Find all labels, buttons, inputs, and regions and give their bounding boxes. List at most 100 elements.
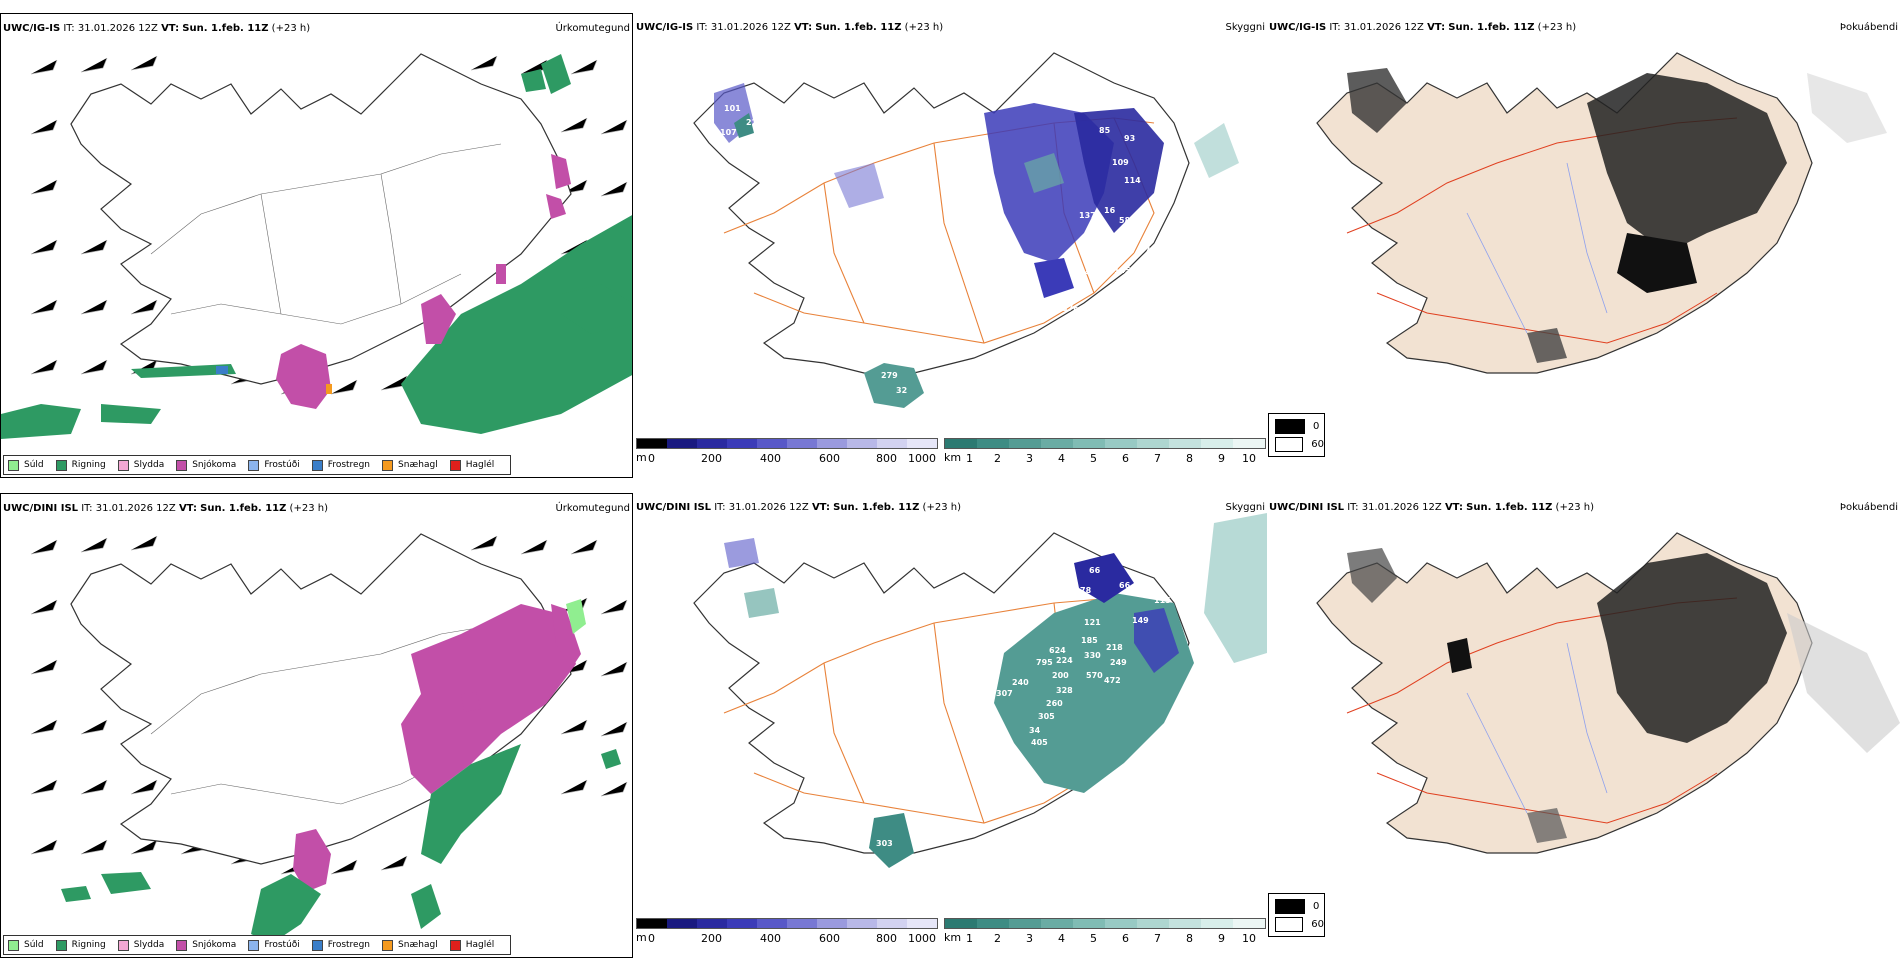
model-name: UWC/DINI ISL [3, 503, 79, 514]
svg-text:22: 22 [746, 118, 757, 127]
lead-time: (+23 h) [922, 502, 961, 513]
visibility-colorbar-bottom: km 1 2 3 4 5 6 7 8 9 10 [944, 918, 1266, 950]
legend-item: Snjókoma [176, 939, 236, 951]
fog-index-areas [1347, 548, 1900, 843]
svg-text:279: 279 [881, 371, 898, 380]
precip-type-panel-bottom: UWC/DINI ISL IT: 31.01.2026 12Z VT: Sun.… [0, 493, 633, 958]
legend-item: Rigning [55, 459, 106, 471]
legend-item: Súld [8, 939, 44, 951]
visibility-colorbar-swatches [944, 438, 1266, 449]
legend-item: 60 [1269, 915, 1324, 933]
ceiling-colorbar-swatches [636, 438, 938, 449]
precip-legend: Súld Rigning Slydda Snjókoma Frostúði Fr… [3, 935, 512, 955]
svg-text:66: 66 [1089, 566, 1101, 575]
svg-text:109: 109 [1112, 158, 1129, 167]
legend-item: 0 [1269, 897, 1324, 915]
svg-text:72: 72 [1066, 578, 1077, 587]
svg-text:115: 115 [1154, 596, 1171, 605]
svg-text:58: 58 [1119, 216, 1131, 225]
lead-time: (+23 h) [1537, 22, 1577, 33]
valid-time-label: VT: [1427, 22, 1446, 33]
fog-panel-bottom: UWC/DINI ISL IT: 31.01.2026 12Z VT: Sun.… [1267, 493, 1900, 958]
rain-areas [1, 54, 632, 439]
panel-title: Þokuábendi [1839, 22, 1898, 33]
panel-header: UWC/IG-IS IT: 31.01.2026 12Z VT: Sun. 1.… [3, 23, 310, 34]
svg-text:32: 32 [896, 386, 907, 395]
ceiling-unit: m [636, 931, 647, 944]
svg-text:224: 224 [1056, 656, 1073, 665]
precip-map-bottom [30, 533, 628, 944]
visibility-unit: km [944, 451, 962, 464]
panel-title: Þokuábendi [1839, 502, 1898, 513]
valid-time-label: VT: [811, 502, 830, 513]
lead-time: (+23 h) [289, 503, 328, 514]
low-ceiling-areas [724, 538, 1179, 673]
svg-text:66: 66 [1119, 581, 1131, 590]
legend-item: 60 [1269, 435, 1324, 453]
ceiling-labels: 101 107 22 85 93 109 114 96 137 16 58 80… [720, 104, 1150, 395]
lead-time: (+23 h) [271, 23, 311, 34]
ceiling-ticks: 0 200 400 600 800 1000 [648, 932, 936, 945]
rivers [1466, 642, 1608, 814]
legend-item: Frostregn [311, 459, 370, 471]
svg-text:107: 107 [720, 128, 737, 137]
svg-text:78: 78 [1080, 586, 1092, 595]
panel-title: Úrkomutegund [555, 23, 630, 34]
lead-time: (+23 h) [904, 22, 944, 33]
valid-time: Sun. 1.feb. 11Z [815, 22, 902, 33]
legend-item: Frostregn [311, 939, 370, 951]
panel-header: UWC/IG-IS IT: 31.01.2026 12Z VT: Sun. 1.… [636, 22, 943, 33]
roads [150, 143, 502, 325]
init-time: IT: 31.01.2026 12Z [63, 23, 158, 34]
ceiling-colorbar-bottom: m 0 200 400 600 800 1000 [636, 918, 938, 950]
panel-title: Skyggni [1225, 502, 1265, 513]
legend-item: Snæhagl [382, 939, 438, 951]
svg-text:570: 570 [1086, 671, 1103, 680]
svg-text:328: 328 [1056, 686, 1073, 695]
svg-text:260: 260 [1046, 699, 1063, 708]
panel-header: UWC/DINI ISL IT: 31.01.2026 12Z VT: Sun.… [1269, 502, 1594, 513]
ceiling-ticks: 0 200 400 600 800 1000 [648, 452, 936, 465]
fog-legend-top: 0 60 [1268, 413, 1325, 457]
panel-header: UWC/IG-IS IT: 31.01.2026 12Z VT: Sun. 1.… [1269, 22, 1576, 33]
svg-text:137: 137 [1079, 211, 1096, 220]
freezing-rain-spot [216, 366, 228, 374]
svg-text:307: 307 [996, 689, 1013, 698]
legend-item: Súld [8, 459, 44, 471]
panel-header: UWC/DINI ISL IT: 31.01.2026 12Z VT: Sun.… [3, 503, 328, 514]
model-name: UWC/DINI ISL [1269, 502, 1345, 513]
init-time: IT: 31.01.2026 12Z [696, 22, 791, 33]
fog-index-areas [1347, 68, 1887, 363]
visibility-ticks: 1 2 3 4 5 6 7 8 9 10 [966, 452, 1256, 465]
svg-text:101: 101 [724, 104, 741, 113]
model-name: UWC/IG-IS [636, 22, 694, 33]
svg-text:218: 218 [1106, 643, 1123, 652]
visibility-colorbar-top: km 1 2 3 4 5 6 7 8 9 10 [944, 438, 1266, 470]
precip-legend: Súld Rigning Slydda Snjókoma Frostúði Fr… [3, 455, 512, 475]
init-time: IT: 31.01.2026 12Z [714, 502, 809, 513]
legend-item: Frostúði [248, 459, 300, 471]
panel-header: UWC/DINI ISL IT: 31.01.2026 12Z VT: Sun.… [636, 502, 961, 513]
svg-text:185: 185 [1081, 636, 1098, 645]
panel-title: Skyggni [1225, 22, 1265, 33]
svg-text:472: 472 [1104, 676, 1121, 685]
visibility-ticks: 1 2 3 4 5 6 7 8 9 10 [966, 932, 1256, 945]
svg-text:80: 80 [1106, 236, 1118, 245]
snow-areas [276, 154, 571, 409]
svg-text:93: 93 [1124, 134, 1135, 143]
svg-text:114: 114 [1124, 176, 1141, 185]
model-name: UWC/DINI ISL [636, 502, 712, 513]
svg-text:405: 405 [1031, 738, 1048, 747]
init-time: IT: 31.01.2026 12Z [1347, 502, 1442, 513]
svg-text:795: 795 [1036, 658, 1053, 667]
svg-text:121: 121 [1084, 618, 1101, 627]
ceiling-colorbar-swatches [636, 918, 938, 929]
visibility-colorbar-swatches [944, 918, 1266, 929]
svg-text:200: 200 [1052, 671, 1069, 680]
valid-time: Sun. 1.feb. 11Z [1466, 502, 1553, 513]
svg-text:303: 303 [876, 839, 893, 848]
rain-areas [61, 744, 621, 944]
visibility-unit: km [944, 931, 962, 944]
ceiling-colorbar-top: m 0 200 400 600 800 1000 [636, 438, 938, 470]
svg-text:145: 145 [1114, 266, 1131, 275]
